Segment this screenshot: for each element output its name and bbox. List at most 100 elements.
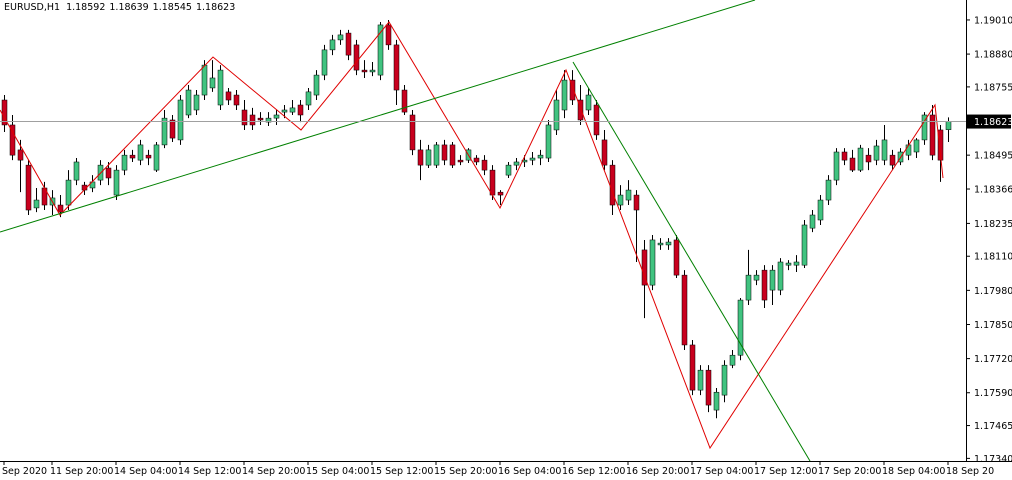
candle-body xyxy=(793,261,800,266)
candle-body xyxy=(697,369,704,391)
candle-body xyxy=(329,39,336,51)
candle-body xyxy=(385,24,392,46)
candle-body xyxy=(113,169,120,196)
x-tick-label: 14 Sep 12:00 xyxy=(178,466,241,477)
candle-body xyxy=(129,154,136,159)
candle-body xyxy=(577,99,584,121)
x-tick-label: 18 Sep 20 xyxy=(946,466,994,477)
candle-body xyxy=(769,269,776,291)
candle-body xyxy=(361,69,368,73)
candle-body xyxy=(729,354,736,366)
candle-body xyxy=(601,139,608,166)
candle-body xyxy=(505,164,512,176)
y-tick-label: 1.18755 xyxy=(974,82,1012,93)
x-tick-label: 15 Sep 20:00 xyxy=(434,466,497,477)
candle-body xyxy=(833,151,840,181)
candle-body xyxy=(937,129,944,161)
candle-body xyxy=(281,109,288,113)
y-tick-label: 1.17590 xyxy=(974,388,1012,399)
candle-body xyxy=(489,169,496,196)
candle-body xyxy=(353,44,360,71)
candle-body xyxy=(297,104,304,116)
y-tick-label: 1.18880 xyxy=(974,50,1012,61)
candle-body xyxy=(105,167,112,179)
candle-body xyxy=(689,344,696,391)
candle-body xyxy=(305,91,312,106)
candle-body xyxy=(801,224,808,266)
zigzag-line xyxy=(0,21,944,450)
x-tick-label: 16 Sep 04:00 xyxy=(498,466,561,477)
x-tick-label: Sep 2020 xyxy=(2,466,47,477)
trend-line xyxy=(572,61,811,462)
y-tick-label: 1.17340 xyxy=(974,454,1012,465)
candle-body xyxy=(273,114,280,119)
x-tick-label: 17 Sep 04:00 xyxy=(690,466,753,477)
open-value: 1.18592 xyxy=(66,2,105,13)
candle-body xyxy=(673,239,680,276)
candle-body xyxy=(561,79,568,111)
candle-body xyxy=(161,117,168,146)
candle-body xyxy=(177,99,184,141)
candle-body xyxy=(137,144,144,161)
candle-body xyxy=(825,179,832,201)
x-tick-label: 17 Sep 20:00 xyxy=(818,466,881,477)
candle-body xyxy=(393,44,400,91)
candle-body xyxy=(569,79,576,101)
candle-body xyxy=(433,144,440,166)
candle-body xyxy=(665,241,672,246)
candle-body xyxy=(817,199,824,221)
x-tick-label: 11 Sep 20:00 xyxy=(50,466,113,477)
candle-body xyxy=(193,94,200,111)
candle-body xyxy=(169,119,176,139)
candle-body xyxy=(481,159,488,171)
candle-body xyxy=(257,117,264,121)
candle-body xyxy=(705,369,712,406)
candle-body xyxy=(145,154,152,159)
candle-body xyxy=(905,144,912,156)
candle-body xyxy=(201,64,208,96)
x-tick-label: 18 Sep 04:00 xyxy=(882,466,945,477)
candle-body xyxy=(641,249,648,286)
x-tick-label: 16 Sep 20:00 xyxy=(626,466,689,477)
candle-body xyxy=(857,147,864,171)
candle-body xyxy=(425,149,432,166)
candle-body xyxy=(241,109,248,126)
candle-body xyxy=(865,154,872,163)
y-tick-label: 1.18110 xyxy=(974,252,1012,263)
candle-body xyxy=(625,189,632,201)
symbol: EURUSD,H1 xyxy=(4,2,60,13)
candle-body xyxy=(881,139,888,161)
candle-body xyxy=(249,114,256,126)
trend-line xyxy=(0,0,756,233)
candle-body xyxy=(337,34,344,41)
candle-body xyxy=(185,89,192,116)
candle-body xyxy=(513,161,520,166)
y-tick-label: 1.18495 xyxy=(974,151,1012,162)
candle-body xyxy=(529,157,536,161)
candle-body xyxy=(761,269,768,301)
candle-body xyxy=(921,114,928,141)
candle-body xyxy=(33,199,40,209)
candle-body xyxy=(553,99,560,131)
y-tick-label: 1.17720 xyxy=(974,354,1012,365)
candle-body xyxy=(929,114,936,156)
candle-body xyxy=(345,32,352,56)
candle-body xyxy=(777,261,784,291)
candle-body xyxy=(809,214,816,229)
y-tick-label: 1.19010 xyxy=(974,15,1012,26)
candle-body xyxy=(401,89,408,113)
candle-body xyxy=(457,159,464,163)
candle-body xyxy=(753,274,760,281)
y-tick-label: 1.17465 xyxy=(974,421,1012,432)
candle-body xyxy=(321,49,328,76)
candle-body xyxy=(153,144,160,171)
candle-body xyxy=(217,69,224,106)
candle-body xyxy=(737,299,744,356)
x-tick-label: 16 Sep 12:00 xyxy=(562,466,625,477)
candle-body xyxy=(233,94,240,106)
candle-body xyxy=(657,242,664,246)
candle-body xyxy=(849,157,856,171)
candle-body xyxy=(873,145,880,161)
candle-body xyxy=(585,94,592,111)
